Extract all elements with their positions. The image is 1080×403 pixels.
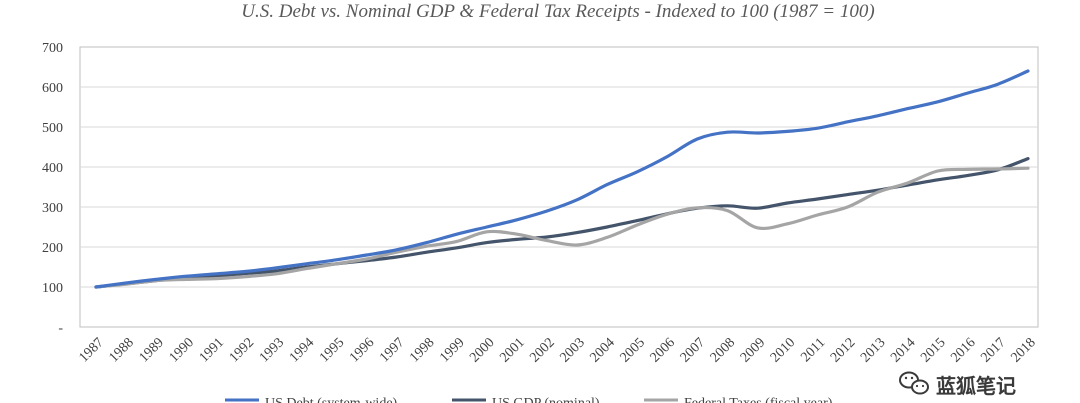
- x-tick-label: 1987: [76, 335, 106, 365]
- y-tick-label: 100: [42, 281, 63, 296]
- x-tick-label: 1988: [106, 335, 136, 365]
- x-tick-label: 2000: [467, 335, 497, 365]
- series-lines: [94, 69, 1030, 289]
- x-tick-label: 1994: [287, 335, 317, 365]
- chart-title: U.S. Debt vs. Nominal GDP & Federal Tax …: [241, 1, 874, 22]
- series-line: [94, 166, 1030, 289]
- x-tick-label: 2015: [918, 335, 948, 365]
- x-tick-label: 2008: [708, 335, 738, 365]
- x-tick-label: 2011: [798, 335, 828, 365]
- legend-label: US Debt (system-wide): [265, 396, 398, 403]
- legend-label: Federal Taxes (fiscal year): [684, 396, 833, 403]
- legend: US Debt (system-wide) US GDP (nominal) Fed…: [225, 396, 833, 403]
- series-line: [94, 157, 1030, 289]
- x-tick-label: 1990: [167, 335, 197, 365]
- x-tick-label: 2018: [1008, 335, 1038, 365]
- series-line: [94, 69, 1030, 289]
- x-tick-label: 2001: [497, 335, 527, 365]
- wechat-icon: [899, 371, 929, 395]
- x-tick-label: 1999: [437, 335, 467, 365]
- x-tick-label: 1992: [227, 335, 257, 365]
- legend-label: US GDP (nominal): [492, 396, 600, 403]
- x-tick-label: 2006: [648, 335, 678, 365]
- y-tick-label: 200: [42, 241, 63, 256]
- x-tick-label: 1998: [407, 335, 437, 365]
- x-tick-label: 2009: [738, 335, 768, 365]
- plot-area: [79, 46, 1039, 328]
- x-tick-label: 1993: [257, 335, 287, 365]
- x-tick-label: 2007: [678, 335, 708, 365]
- grid: [79, 46, 1039, 328]
- y-tick-label: 400: [42, 161, 63, 176]
- x-tick-label: 1997: [377, 335, 407, 365]
- x-tick-label: 1996: [347, 335, 377, 365]
- y-axis-ticks: - 100 200 300 400 500 600 700: [42, 41, 63, 336]
- x-tick-label: 2014: [888, 335, 918, 365]
- x-tick-label: 1995: [317, 335, 347, 365]
- x-tick-label: 2010: [768, 335, 798, 365]
- y-tick-label: 500: [42, 121, 63, 136]
- x-tick-label: 1991: [197, 335, 227, 365]
- x-axis-ticks: 1987 1988 1989 1990 1991 1992 1993 1994 1995 1996…: [76, 335, 1038, 365]
- watermark: 蓝狐笔记: [899, 371, 1016, 398]
- x-tick-label: 2013: [858, 335, 888, 365]
- x-tick-label: 2004: [588, 335, 618, 365]
- watermark-text: 蓝狐笔记: [936, 374, 1016, 398]
- x-tick-label: 2002: [527, 335, 557, 365]
- x-tick-label: 2012: [828, 335, 858, 365]
- y-tick-label: 600: [42, 81, 63, 96]
- y-tick-label: 700: [42, 41, 63, 56]
- y-tick-label: 300: [42, 201, 63, 216]
- x-tick-label: 2016: [948, 335, 978, 365]
- x-tick-label: 1989: [137, 335, 167, 365]
- x-tick-label: 2005: [618, 335, 648, 365]
- y-tick-label: -: [58, 321, 63, 336]
- x-tick-label: 2003: [557, 335, 587, 365]
- x-tick-label: 2017: [978, 335, 1008, 365]
